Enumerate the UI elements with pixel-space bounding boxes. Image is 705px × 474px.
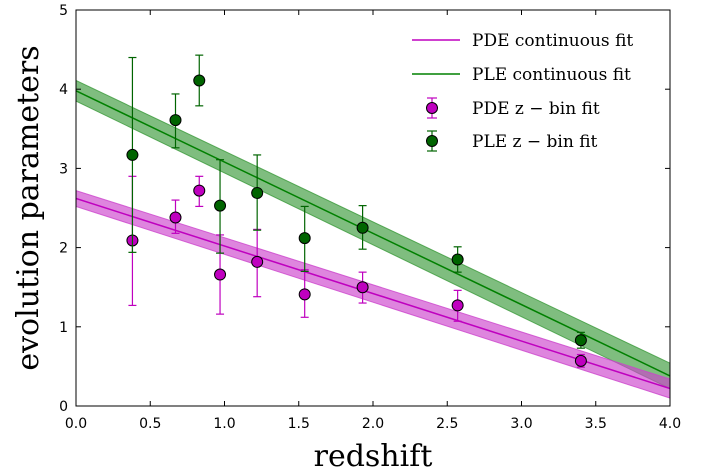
legend: PDE continuous fit PLE continuous fit PD… — [412, 31, 633, 152]
y-axis-ticks: 0 1 2 3 4 5 — [59, 3, 670, 415]
pde-zbin-point — [298, 288, 311, 301]
x-axis-title: redshift — [314, 439, 433, 474]
x-tick-label: 1.0 — [213, 416, 235, 432]
ple-zbin-point — [298, 232, 311, 245]
ple-zbin-point — [193, 74, 206, 87]
x-tick-label: 2.0 — [362, 416, 384, 432]
legend-label-ple-zbin: PLE z − bin fit — [472, 132, 598, 152]
pde-zbin-point — [169, 211, 182, 224]
x-tick-label: 3.5 — [585, 416, 607, 432]
pde-zbin-point — [574, 354, 587, 367]
y-tick-label: 4 — [59, 82, 68, 98]
x-tick-label: 1.5 — [288, 416, 310, 432]
y-tick-label: 0 — [59, 399, 68, 415]
x-tick-label: 0.5 — [139, 416, 161, 432]
ple-zbin-point — [126, 148, 139, 161]
y-tick-label: 2 — [59, 241, 68, 257]
confidence-bands — [76, 79, 670, 399]
ple-zbin-point — [356, 221, 369, 234]
legend-marker-ple-zbin — [426, 130, 438, 152]
pde-zbin-point — [193, 184, 206, 197]
x-tick-label: 0.0 — [65, 416, 87, 432]
pde-confidence-band — [76, 190, 670, 399]
y-axis-title: evolution parameters — [11, 45, 46, 370]
pde-zbin-point — [356, 281, 369, 294]
ple-zbin-point — [169, 114, 182, 127]
x-tick-label: 4.0 — [659, 416, 681, 432]
x-axis-ticks: 0.0 0.5 1.0 1.5 2.0 2.5 3.0 3.5 4.0 — [65, 10, 681, 432]
legend-label-pde-zbin: PDE z − bin fit — [472, 99, 600, 119]
x-tick-label: 2.5 — [436, 416, 458, 432]
ple-zbin-point — [451, 253, 464, 266]
ple-zbin-point — [574, 334, 587, 347]
pde-zbin-point — [251, 255, 264, 268]
legend-marker-pde-zbin — [426, 97, 438, 119]
x-tick-label: 3.0 — [510, 416, 532, 432]
data-points — [126, 54, 587, 368]
ple-confidence-band — [76, 79, 670, 390]
legend-label-ple-continuous: PLE continuous fit — [472, 65, 631, 85]
y-tick-label: 3 — [59, 161, 68, 177]
legend-label-pde-continuous: PDE continuous fit — [472, 31, 633, 51]
y-tick-label: 5 — [59, 3, 68, 19]
y-tick-label: 1 — [59, 320, 68, 336]
pde-zbin-point — [214, 268, 227, 281]
ple-zbin-point — [251, 186, 264, 199]
ple-zbin-point — [214, 199, 227, 212]
pde-zbin-point — [451, 299, 464, 312]
